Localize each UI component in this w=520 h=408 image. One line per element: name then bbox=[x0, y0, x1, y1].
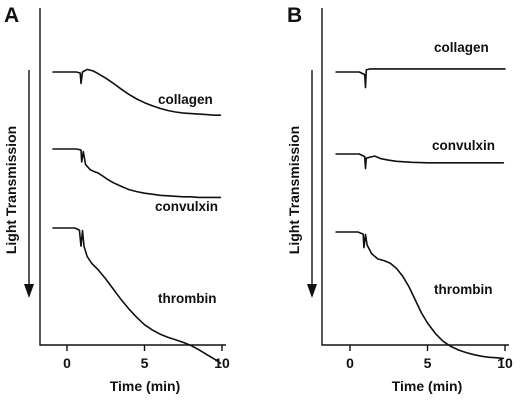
arrow-down-icon bbox=[24, 284, 34, 298]
panel-letter: B bbox=[287, 4, 302, 27]
y-axis-title: Light Transmission bbox=[286, 126, 302, 254]
x-tick-label: 0 bbox=[346, 355, 354, 371]
x-axis-title: Time (min) bbox=[110, 378, 181, 394]
arrow-down-icon bbox=[307, 284, 317, 298]
panel-B: B 0 5 10 Time (min) Light Transmission collage… bbox=[286, 4, 513, 394]
trace-label-collagen: collagen bbox=[158, 92, 213, 107]
trace-collagen bbox=[52, 68, 222, 116]
x-tick-label: 5 bbox=[141, 355, 149, 371]
y-axis-title: Light Transmission bbox=[3, 126, 19, 254]
trace-thrombin bbox=[335, 231, 505, 360]
trace-convulxin bbox=[335, 153, 505, 170]
x-tick-label: 10 bbox=[497, 355, 513, 371]
trace-label-thrombin: thrombin bbox=[158, 291, 217, 306]
panel-A: A 0 5 10 Time (min) Light Transmission collage… bbox=[3, 4, 230, 394]
x-tick-label: 5 bbox=[424, 355, 432, 371]
trace-convulxin bbox=[52, 148, 222, 199]
trace-label-thrombin: thrombin bbox=[434, 282, 493, 297]
x-tick-label: 0 bbox=[63, 355, 71, 371]
x-axis-title: Time (min) bbox=[392, 378, 463, 394]
axes bbox=[321, 8, 509, 346]
x-tick-label: 10 bbox=[214, 355, 230, 371]
trace-thrombin bbox=[52, 227, 222, 364]
trace-label-convulxin: convulxin bbox=[432, 138, 495, 153]
trace-label-convulxin: convulxin bbox=[155, 199, 218, 214]
panel-letter: A bbox=[4, 4, 19, 27]
trace-collagen bbox=[335, 68, 506, 89]
trace-label-collagen: collagen bbox=[434, 40, 489, 55]
axes bbox=[39, 8, 226, 346]
